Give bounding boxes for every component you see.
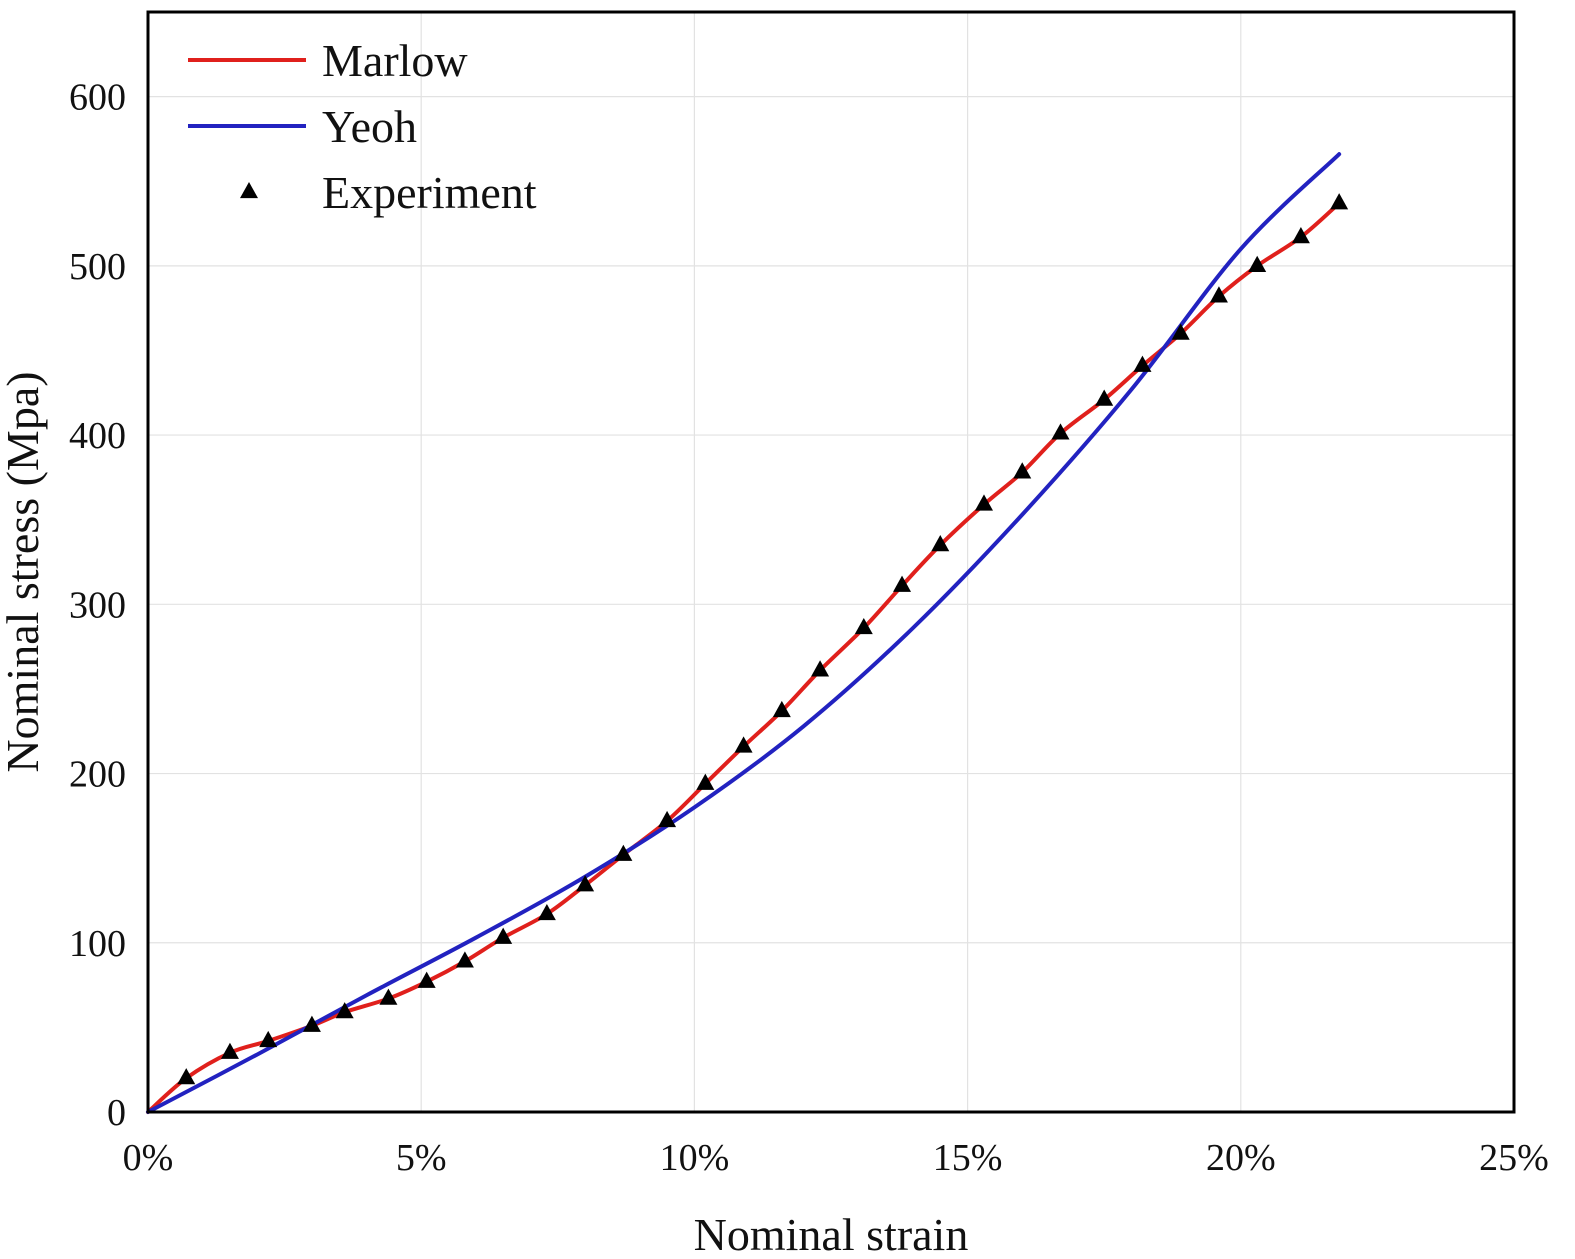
experiment-point [1095,389,1114,406]
experiment-point [576,875,595,892]
experiment-point [1013,462,1032,479]
experiment-point [893,575,912,592]
x-tick-label: 0% [123,1137,174,1179]
x-tick-label: 20% [1206,1137,1276,1179]
experiment-point [335,1002,354,1019]
experiment-point [220,1042,239,1059]
y-tick-label: 100 [69,923,126,965]
experiment-point [1330,193,1349,210]
y-tick-label: 300 [69,584,126,626]
legend-item-marlow: Marlow [188,35,468,86]
experiment-point [259,1030,278,1048]
y-tick-label: 400 [69,415,126,457]
legend-item-yeoh: Yeoh [188,101,417,152]
experiment-point [696,773,715,790]
series-line-yeoh [146,152,1342,1114]
x-tick-label: 10% [660,1137,730,1179]
grid [148,12,1514,1112]
legend-label: Marlow [322,35,468,86]
plot-frame [146,10,1516,1114]
experiment-point [379,988,398,1005]
experiment-point [734,736,753,753]
series-layer [146,152,1349,1114]
legend: Marlow Yeoh Experiment [188,35,537,218]
y-axis-title: Nominal stress (Mpa) [0,371,48,772]
legend-label: Yeoh [322,101,417,152]
y-tick-label: 200 [69,754,126,796]
y-tick-label: 600 [69,77,126,119]
legend-swatch [240,181,258,199]
experiment-point [417,971,436,988]
experiment-point [772,700,791,718]
experiment-point [1291,227,1310,244]
y-tick-label: 0 [107,1092,126,1134]
experiment-point [1209,286,1228,303]
experiment-point [931,535,950,552]
experiment-point [1133,355,1152,372]
legend-item-experiment: Experiment [240,167,537,218]
experiment-point [658,810,677,828]
experiment-point [494,927,513,944]
experiment-point [537,903,556,921]
experiment-point [177,1068,196,1085]
x-tick-label: 5% [396,1137,447,1179]
x-axis-title: Nominal strain [694,1209,969,1259]
experiment-point [811,660,830,677]
series-scatter-experiment [177,193,1349,1085]
experiment-point [1171,323,1190,340]
experiment-point [1051,423,1070,440]
experiment-point [614,844,633,861]
legend-label: Experiment [322,167,537,218]
y-tick-labels: 0 100 200 300 400 500 600 [69,77,126,1134]
experiment-point [974,494,993,511]
experiment-point [302,1015,321,1032]
x-tick-labels: 0% 5% 10% 15% 20% 25% [123,1137,1549,1179]
y-tick-label: 500 [69,246,126,288]
experiment-point [854,617,873,635]
experiment-point [455,951,474,968]
x-tick-label: 25% [1479,1137,1549,1179]
x-tick-label: 15% [933,1137,1003,1179]
experiment-point [1248,255,1267,273]
